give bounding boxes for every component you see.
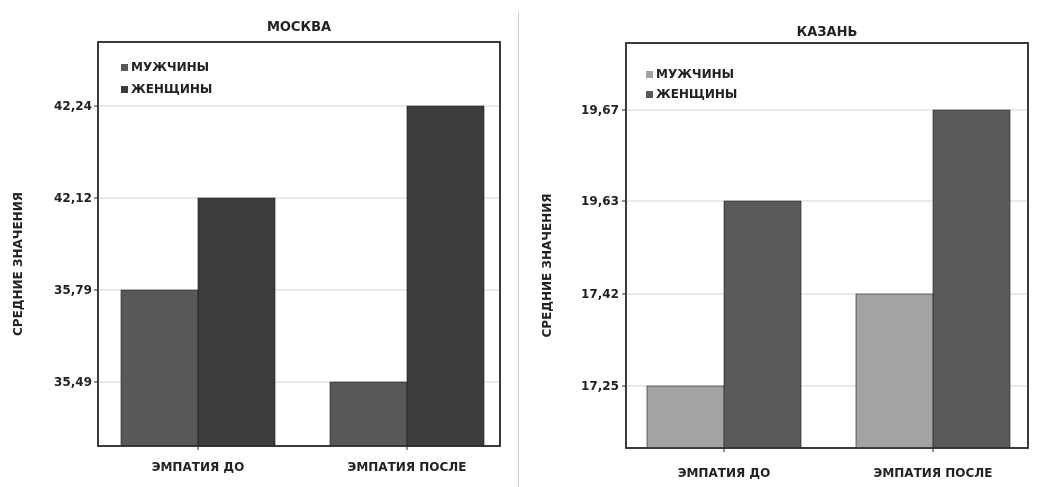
- panel-1-xtick-label-1: ЭМПАТИЯ ДО: [152, 460, 245, 474]
- panel-2-ytick-label-3: 17,42: [581, 287, 619, 301]
- panel-2-bar-2-1: [855, 293, 934, 449]
- panel-2-ytick-label-4: 17,25: [581, 379, 619, 393]
- panel-2-xtick-label-2: ЭМПАТИЯ ПОСЛЕ: [874, 466, 993, 480]
- panel-2-ytick-label-1: 19,67: [581, 103, 619, 117]
- panel-2-bar-1-2: [723, 200, 802, 449]
- panel-1-legend-label-2: ЖЕНЩИНЫ: [131, 82, 212, 96]
- panel-1-frame-border: [97, 41, 501, 447]
- panel-2-legend-swatch-1: [646, 71, 653, 78]
- panel-1-ytick-label-1: 42,24: [54, 99, 92, 113]
- panel-2-ylabel: СРЕДНИЕ ЗНАЧЕНИЯ: [540, 193, 554, 337]
- panel-1-legend-label-1: МУЖЧИНЫ: [131, 60, 209, 74]
- panel-2-bar-1-1: [646, 385, 725, 449]
- panel-2-ytick-label-2: 19,63: [581, 194, 619, 208]
- panel-2-bar-2-2: [932, 109, 1011, 449]
- panel-1-ytick-label-4: 35,49: [54, 375, 92, 389]
- panel-1-bar-2-1: [329, 381, 408, 447]
- panel-1-bar-1-2: [197, 197, 276, 447]
- panel-1-bar-2-2: [406, 105, 485, 447]
- panel-divider: [518, 12, 519, 487]
- panel-2-frame-border: [625, 42, 1029, 449]
- panel-2-legend-label-2: ЖЕНЩИНЫ: [656, 87, 737, 101]
- panel-1-legend-swatch-2: [121, 86, 128, 93]
- panel-2-xtick-label-1: ЭМПАТИЯ ДО: [678, 466, 771, 480]
- panel-1-ytick-label-3: 35,79: [54, 283, 92, 297]
- panel-2-title: КАЗАНЬ: [797, 25, 858, 40]
- panel-1-ylabel: СРЕДНИЕ ЗНАЧЕНИЯ: [11, 192, 25, 336]
- panel-2-legend-swatch-2: [646, 91, 653, 98]
- panel-1-bar-1-1: [120, 289, 199, 447]
- panel-1-xtick-label-2: ЭМПАТИЯ ПОСЛЕ: [348, 460, 467, 474]
- panel-1-legend-swatch-1: [121, 64, 128, 71]
- panel-1-ytick-label-2: 42,12: [54, 191, 92, 205]
- panel-2-legend-label-1: МУЖЧИНЫ: [656, 67, 734, 81]
- panel-1-title: МОСКВА: [267, 20, 331, 35]
